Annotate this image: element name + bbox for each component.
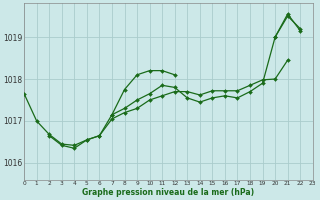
X-axis label: Graphe pression niveau de la mer (hPa): Graphe pression niveau de la mer (hPa) [82, 188, 254, 197]
